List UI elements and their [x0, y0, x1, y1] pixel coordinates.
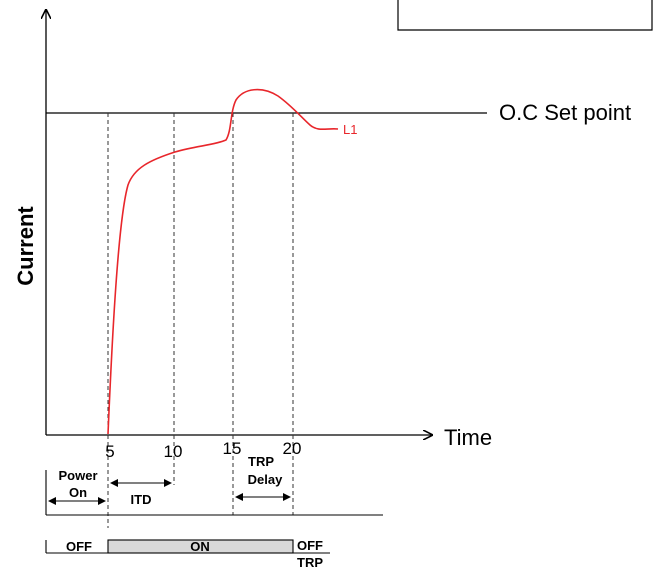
- state-bar: OFF ON OFF TRP: [45, 538, 330, 570]
- tick-label-15: 15: [223, 439, 242, 458]
- setpoint-label: O.C Set point: [499, 100, 631, 125]
- current-curve: [107, 88, 339, 435]
- state-off-end-label: OFF: [297, 538, 323, 553]
- tick-label-5: 5: [105, 442, 114, 461]
- state-off-label: OFF: [66, 539, 92, 554]
- state-on-label: ON: [190, 539, 210, 554]
- trp-delay-label-line1: TRP: [248, 454, 274, 469]
- trp-delay-label-line2: Delay: [248, 472, 283, 487]
- power-on-label-line2: On: [69, 485, 87, 500]
- power-on-label-line1: Power: [58, 468, 97, 483]
- tick-label-10: 10: [164, 442, 183, 461]
- y-axis-label: Current: [13, 206, 38, 286]
- state-trp-label: TRP: [297, 555, 323, 570]
- curve-label: L1: [343, 122, 357, 137]
- x-axis-label: Time: [444, 425, 492, 450]
- tick-label-20: 20: [283, 439, 302, 458]
- guide-lines: [107, 113, 294, 528]
- state-on-block: [107, 539, 294, 554]
- legend-box: [397, 0, 653, 31]
- itd-label: ITD: [131, 492, 152, 507]
